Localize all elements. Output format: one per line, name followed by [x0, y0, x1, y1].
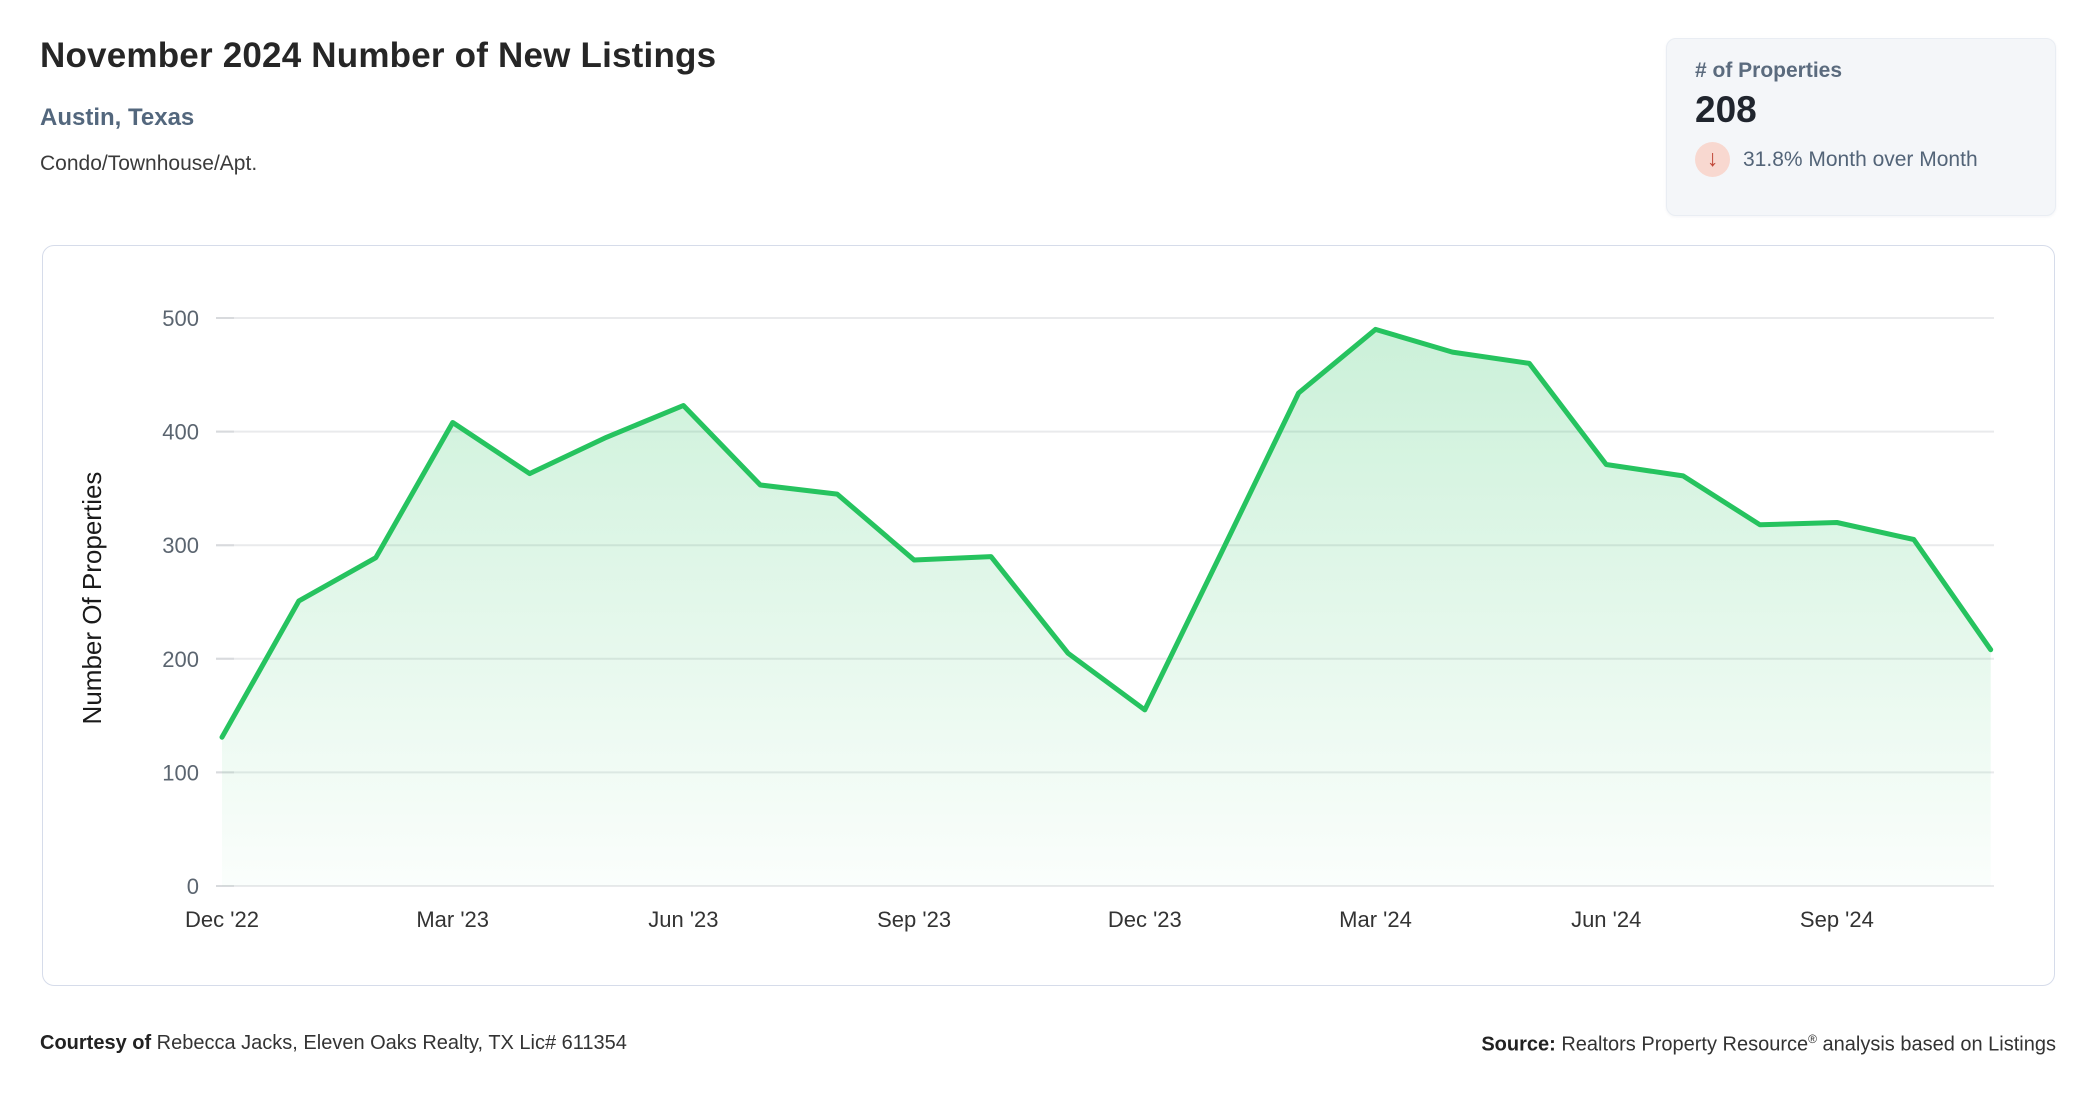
page-title: November 2024 Number of New Listings — [40, 36, 717, 75]
source-label: Source: — [1481, 1033, 1556, 1056]
x-tick-label-6: Jun '24 — [1571, 907, 1641, 932]
down-arrow-icon: ↓ — [1695, 142, 1730, 177]
y-tick-label-200: 200 — [162, 647, 199, 672]
stat-card-change: 31.8% Month over Month — [1743, 147, 1978, 171]
courtesy-text: Courtesy of Rebecca Jacks, Eleven Oaks R… — [40, 1032, 627, 1054]
courtesy-label: Courtesy of — [40, 1032, 152, 1054]
y-tick-label-500: 500 — [162, 306, 199, 331]
stat-card-value: 208 — [1695, 89, 1757, 130]
y-axis-title: Number Of Properties — [77, 472, 107, 725]
stat-card: # of Properties 208 ↓ 31.8% Month over M… — [1666, 38, 2056, 216]
registered-mark: ® — [1808, 1032, 1817, 1046]
chart-svg: 0 100 200 300 400 500 Dec '22 Mar '23 Jun '23 Sep… — [77, 306, 1994, 932]
x-tick-label-4: Dec '23 — [1108, 907, 1182, 932]
y-tick-label-400: 400 — [162, 420, 199, 445]
stat-card-label: # of Properties — [1695, 59, 1843, 82]
stat-card-change-row: ↓ 31.8% Month over Month — [1695, 142, 2027, 177]
x-tick-label-7: Sep '24 — [1800, 907, 1874, 932]
y-tick-label-0: 0 — [187, 874, 199, 899]
area-fill — [222, 329, 1991, 886]
x-tick-label-5: Mar '24 — [1339, 907, 1412, 932]
x-tick-label-2: Jun '23 — [648, 907, 718, 932]
y-tick-label-100: 100 — [162, 760, 199, 785]
down-arrow-glyph: ↓ — [1706, 145, 1719, 171]
chart-panel: 0 100 200 300 400 500 Dec '22 Mar '23 Jun '23 Sep… — [42, 245, 2055, 986]
x-tick-label-1: Mar '23 — [416, 907, 489, 932]
y-tick-label-300: 300 — [162, 533, 199, 558]
property-type-label: Condo/Townhouse/Apt. — [40, 152, 258, 175]
x-tick-label-3: Sep '23 — [877, 907, 951, 932]
x-tick-label-0: Dec '22 — [185, 907, 259, 932]
source-text: Source: Realtors Property Resource® anal… — [1481, 1032, 2056, 1056]
page-subtitle: Austin, Texas — [40, 104, 195, 131]
series-line — [219, 326, 1994, 740]
